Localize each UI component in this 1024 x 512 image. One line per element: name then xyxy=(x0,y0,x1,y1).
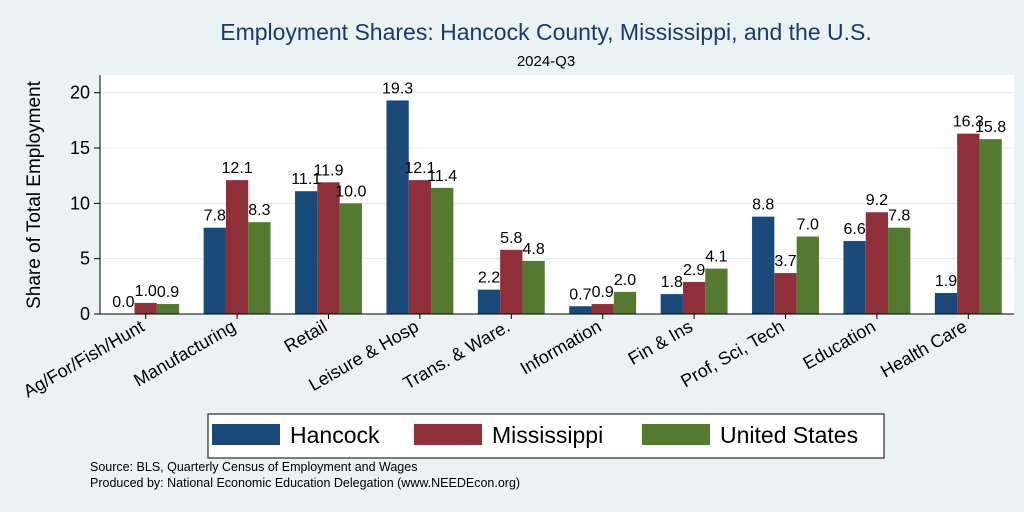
legend-label: United States xyxy=(720,422,858,448)
data-label: 12.1 xyxy=(222,160,253,177)
data-label: 15.8 xyxy=(975,119,1006,136)
data-label: 16.3 xyxy=(953,114,984,131)
source-note: Source: BLS, Quarterly Census of Employm… xyxy=(90,460,417,474)
bar xyxy=(134,302,157,314)
data-label: 0.0 xyxy=(112,294,134,311)
data-label: 8.8 xyxy=(752,197,774,214)
data-labels: 0.01.0 0.97.812.18.311.111.910.019.312.11… xyxy=(112,80,1006,311)
data-label: 19.3 xyxy=(382,80,413,97)
y-tick-label: 5 xyxy=(80,249,90,269)
y-ticks: 0 5 10 15 20 xyxy=(70,83,100,324)
bar xyxy=(248,222,271,314)
legend-box xyxy=(207,413,885,459)
legend-swatch xyxy=(642,424,710,445)
bar xyxy=(522,260,545,314)
data-label: 9.2 xyxy=(866,192,888,209)
bar xyxy=(957,133,980,314)
data-label: 12.1 xyxy=(404,160,435,177)
bar xyxy=(613,291,637,314)
bar xyxy=(591,304,614,314)
y-axis-label: Share of Total Employment xyxy=(24,80,45,308)
bar xyxy=(660,294,683,314)
bar xyxy=(500,249,523,314)
data-label: 6.6 xyxy=(843,221,865,238)
bar xyxy=(934,292,958,314)
data-label: 1.0 xyxy=(135,283,157,300)
data-label: 4.8 xyxy=(522,241,544,258)
legend-swatch xyxy=(414,424,482,445)
chart-subtitle: 2024-Q3 xyxy=(517,53,575,70)
bar xyxy=(865,212,889,314)
bar xyxy=(705,268,728,314)
data-label: 7.8 xyxy=(204,208,226,225)
legend-label: Hancock xyxy=(290,422,380,448)
bar xyxy=(477,289,501,314)
bar xyxy=(682,281,706,314)
data-label: 11.1 xyxy=(291,171,321,188)
data-label: 0.9 xyxy=(157,284,179,301)
bar xyxy=(569,306,592,314)
data-label: 1.9 xyxy=(935,273,957,290)
bar xyxy=(203,227,226,314)
bar xyxy=(408,180,432,314)
bar xyxy=(843,240,866,314)
bar xyxy=(752,216,775,314)
x-tick-label: Prof, Sci, Tech xyxy=(677,316,787,391)
bar xyxy=(796,236,819,314)
bar xyxy=(339,203,362,314)
x-tick-label: Fin & Ins xyxy=(625,316,697,369)
x-tick-label: Health Care xyxy=(877,316,970,381)
y-tick-label: 0 xyxy=(80,304,90,324)
x-tick-label: Ag/For/Fish/Hunt xyxy=(20,316,148,401)
x-tick-label: Information xyxy=(517,316,605,378)
bar xyxy=(979,139,1002,314)
data-label: 2.9 xyxy=(683,262,705,279)
data-label: 0.9 xyxy=(592,284,614,301)
x-tick-label: Manufacturing xyxy=(130,316,239,390)
data-label: 10.0 xyxy=(335,183,366,200)
legend-label: Mississippi xyxy=(492,422,603,448)
x-tick-label: Retail xyxy=(281,316,331,356)
data-label: 11.4 xyxy=(427,168,457,185)
data-label: 11.9 xyxy=(314,162,344,179)
y-tick-label: 15 xyxy=(70,138,90,158)
bar xyxy=(774,273,797,314)
bar xyxy=(317,182,340,314)
bar xyxy=(225,180,249,314)
bar xyxy=(295,191,318,314)
data-label: 2.0 xyxy=(614,272,636,289)
x-tick-label: Education xyxy=(800,316,879,373)
data-label: 7.8 xyxy=(888,208,910,225)
bar xyxy=(386,100,409,315)
data-label: 3.7 xyxy=(774,253,796,270)
data-label: 2.2 xyxy=(478,270,500,287)
y-tick-label: 10 xyxy=(70,193,90,213)
bars xyxy=(134,100,1002,315)
bar xyxy=(888,227,911,314)
data-label: 1.8 xyxy=(661,274,683,291)
data-label: 5.8 xyxy=(500,230,522,247)
legend: Hancock Mississippi United States xyxy=(207,413,885,459)
data-label: 8.3 xyxy=(248,202,270,219)
y-tick-label: 20 xyxy=(70,83,90,103)
data-label: 0.7 xyxy=(569,286,591,303)
bar xyxy=(156,304,180,314)
data-label: 4.1 xyxy=(705,249,727,266)
chart-title: Employment Shares: Hancock County, Missi… xyxy=(220,19,872,45)
data-label: 7.0 xyxy=(797,217,819,234)
legend-swatch xyxy=(212,424,280,445)
produced-note: Produced by: National Economic Education… xyxy=(90,476,520,490)
bar xyxy=(431,187,454,314)
